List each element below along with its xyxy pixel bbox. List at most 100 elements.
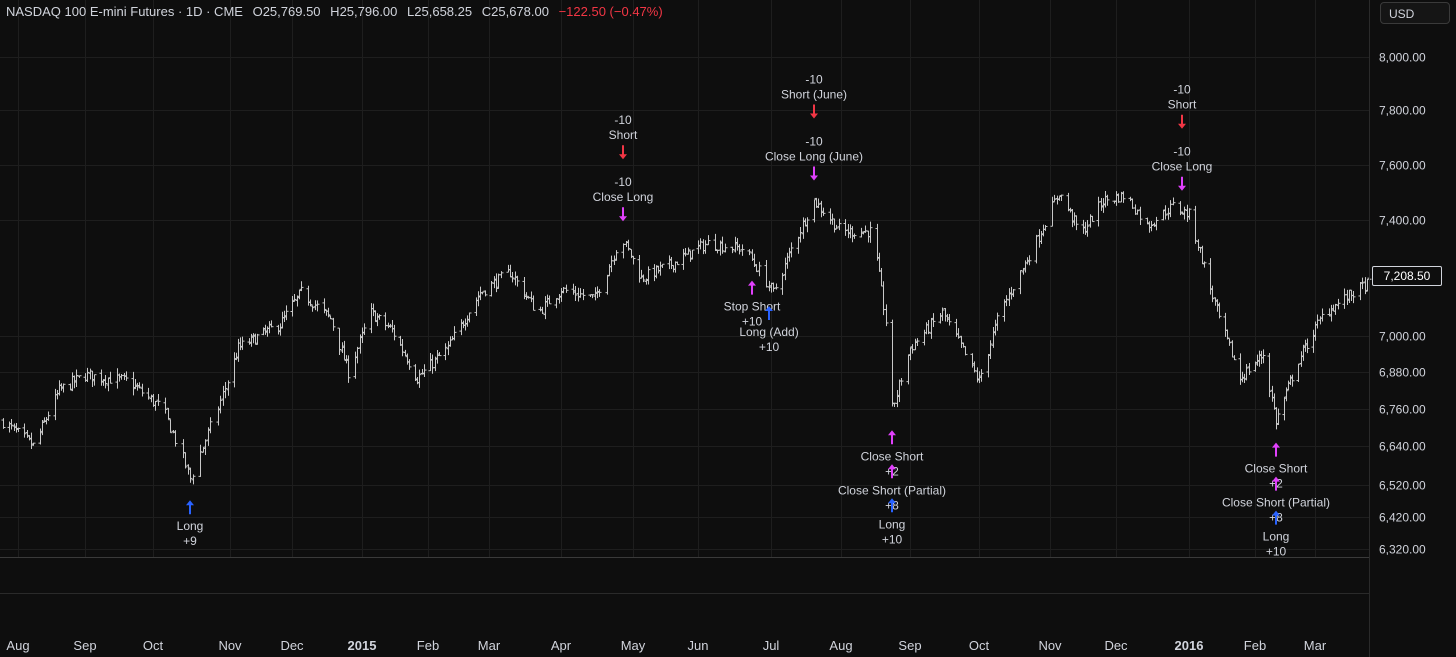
ohlc-bar [884, 304, 889, 327]
signal-label: -10 [1173, 145, 1191, 159]
time-tick-label: Nov [218, 638, 242, 653]
ohlc-bar [832, 218, 837, 233]
ohlc-bar [269, 320, 274, 328]
ohlc-bar [926, 320, 931, 335]
time-tick-label: Sep [898, 638, 921, 653]
ohlc-bar [377, 314, 382, 320]
signal-arrow-up [1272, 510, 1280, 525]
ohlc-bar [22, 423, 27, 438]
ohlc-bar [1085, 220, 1090, 237]
low-value: 25,658.25 [414, 4, 473, 19]
time-tick-label: Dec [280, 638, 304, 653]
ohlc-bar [963, 345, 968, 356]
ohlc-bar [540, 306, 545, 315]
ohlc-bar [1105, 194, 1110, 206]
signal-qty: Short [609, 128, 638, 142]
price-tick-label: 6,320.00 [1379, 543, 1426, 557]
ohlc-bar [1290, 374, 1295, 387]
signal-arrow-up [888, 498, 896, 513]
ohlc-bar [483, 290, 488, 297]
signal-arrow-down [810, 166, 818, 181]
ohlc-bar [1261, 349, 1266, 364]
signal-label: -10 [1173, 83, 1191, 97]
ohlc-bar [489, 281, 494, 297]
ohlc-bar [510, 272, 515, 283]
ohlc-bar [789, 242, 794, 258]
price-tick-label: 6,760.00 [1379, 403, 1426, 417]
ohlc-bar [452, 326, 457, 341]
ohlc-bar [821, 207, 826, 216]
ohlc-bar [362, 323, 367, 335]
symbol-legend[interactable]: NASDAQ 100 E-mini Futures · 1D · CME O25… [6, 4, 663, 19]
ohlc-bar [524, 292, 529, 300]
ohlc-bar [1267, 352, 1272, 398]
ohlc-bar [1090, 215, 1095, 223]
signal-arrow-up [1272, 476, 1280, 491]
ohlc-bar [92, 374, 97, 386]
signal-qty: +10 [759, 340, 780, 354]
ohlc-bar [1171, 197, 1176, 206]
price-tick-label: 6,420.00 [1379, 511, 1426, 525]
ohlc-bar [108, 371, 113, 384]
time-tick-label: Mar [1304, 638, 1327, 653]
ohlc-bar [754, 264, 759, 273]
change-value: −122.50 (−0.47%) [558, 4, 663, 19]
signal-long[interactable]: Long+10 [879, 498, 906, 546]
ohlc-bar [713, 233, 718, 251]
ohlc-bar [166, 407, 171, 420]
time-tick-label: Dec [1104, 638, 1128, 653]
ohlc-bar [443, 343, 448, 361]
ohlc-bar [422, 364, 427, 378]
signal-qty: Short [1168, 98, 1197, 112]
ohlc-bar [1004, 295, 1009, 307]
ohlc-bar [988, 340, 993, 360]
time-tick-label: Aug [6, 638, 29, 653]
signal-arrow-up [186, 500, 194, 515]
ohlc-bar [757, 261, 762, 277]
ohlc-bar [1011, 289, 1016, 297]
signal-label: Close Short [1245, 462, 1308, 476]
time-tick-label: Feb [1244, 638, 1266, 653]
signal-label: Close Short [861, 449, 924, 463]
signal-long[interactable]: Long+10 [1263, 510, 1290, 559]
ohlc-bar [852, 233, 857, 239]
symbol-title: NASDAQ 100 E-mini Futures · 1D · CME [6, 4, 243, 19]
time-tick-label: Apr [551, 638, 572, 653]
ohlc-bar [1074, 215, 1079, 231]
ohlc-bar [590, 294, 595, 299]
time-axis[interactable]: Aug Sep Oct Nov Dec 2015 Feb Mar Apr May Jun Jul Aug… [6, 638, 1326, 653]
price-axis[interactable]: 6,320.00 6,420.00 6,520.00 6,640.00 6,760.00… [1379, 51, 1426, 557]
price-tick-label: 8,000.00 [1379, 51, 1426, 65]
ohlc-bar [223, 381, 228, 399]
signal-close-short[interactable]: Close Short (Partial)+8 [1222, 476, 1330, 525]
currency-button[interactable]: USD [1380, 2, 1450, 24]
signal-arrow-up [888, 464, 896, 479]
ohlc-bar [16, 427, 21, 432]
ohlc-bar [1149, 221, 1154, 232]
ohlc-bar [292, 293, 297, 302]
ohlc-bar [1043, 225, 1048, 231]
signal-arrow-up [1272, 442, 1280, 457]
ohlc-bar [531, 295, 536, 311]
signal-long[interactable]: Long (Add)+10 [739, 305, 799, 354]
signal-arrow-down [619, 207, 627, 222]
ohlc-bar [1210, 285, 1215, 303]
signal-long[interactable]: Long+9 [177, 500, 204, 548]
ohlc-bar [417, 369, 422, 388]
signal-qty: +10 [882, 532, 903, 546]
ohlc-bar [255, 333, 260, 345]
ohlc-bar [1135, 209, 1140, 215]
signal-qty: Close Long (June) [765, 150, 863, 164]
close-label: C [481, 4, 492, 19]
signal-label: Close Short (Partial) [838, 483, 946, 497]
ohlc-bar [137, 382, 142, 389]
signal-close-short[interactable]: Close Short (Partial)+8 [838, 464, 946, 512]
